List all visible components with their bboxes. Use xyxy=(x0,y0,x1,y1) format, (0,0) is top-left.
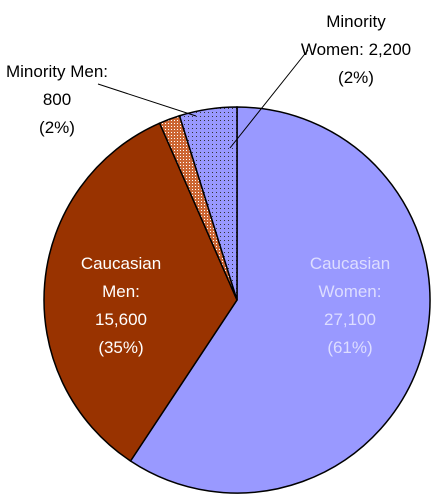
value-label: 800 xyxy=(42,90,72,109)
data-label: Caucasian Men: 15,600 (35%) xyxy=(71,250,171,362)
data-label: Minority Men: 800 (2%) xyxy=(2,58,112,142)
data-label: Caucasian Women: 27,100 (61%) xyxy=(300,250,400,362)
pie-slice xyxy=(129,106,431,494)
value-label: 27,100 xyxy=(324,310,376,329)
category-label: Minority Women: xyxy=(300,12,386,59)
category-label: Caucasian Men: xyxy=(80,254,162,301)
pie-slice xyxy=(43,122,238,463)
value-label: 2,200 xyxy=(368,40,412,59)
leader-line xyxy=(229,49,309,149)
category-label: Minority Men: xyxy=(5,62,109,81)
data-label: Minority Women: 2,200 (2%) xyxy=(296,8,416,92)
percent-label: (61%) xyxy=(327,338,373,357)
category-label: Caucasian Women: xyxy=(309,254,391,301)
leader-line xyxy=(97,83,197,117)
percent-label: (2%) xyxy=(338,68,374,87)
percent-label: (2%) xyxy=(39,118,75,137)
percent-label: (35%) xyxy=(98,338,144,357)
value-label: 15,600 xyxy=(95,310,147,329)
pie-slice xyxy=(178,106,238,301)
